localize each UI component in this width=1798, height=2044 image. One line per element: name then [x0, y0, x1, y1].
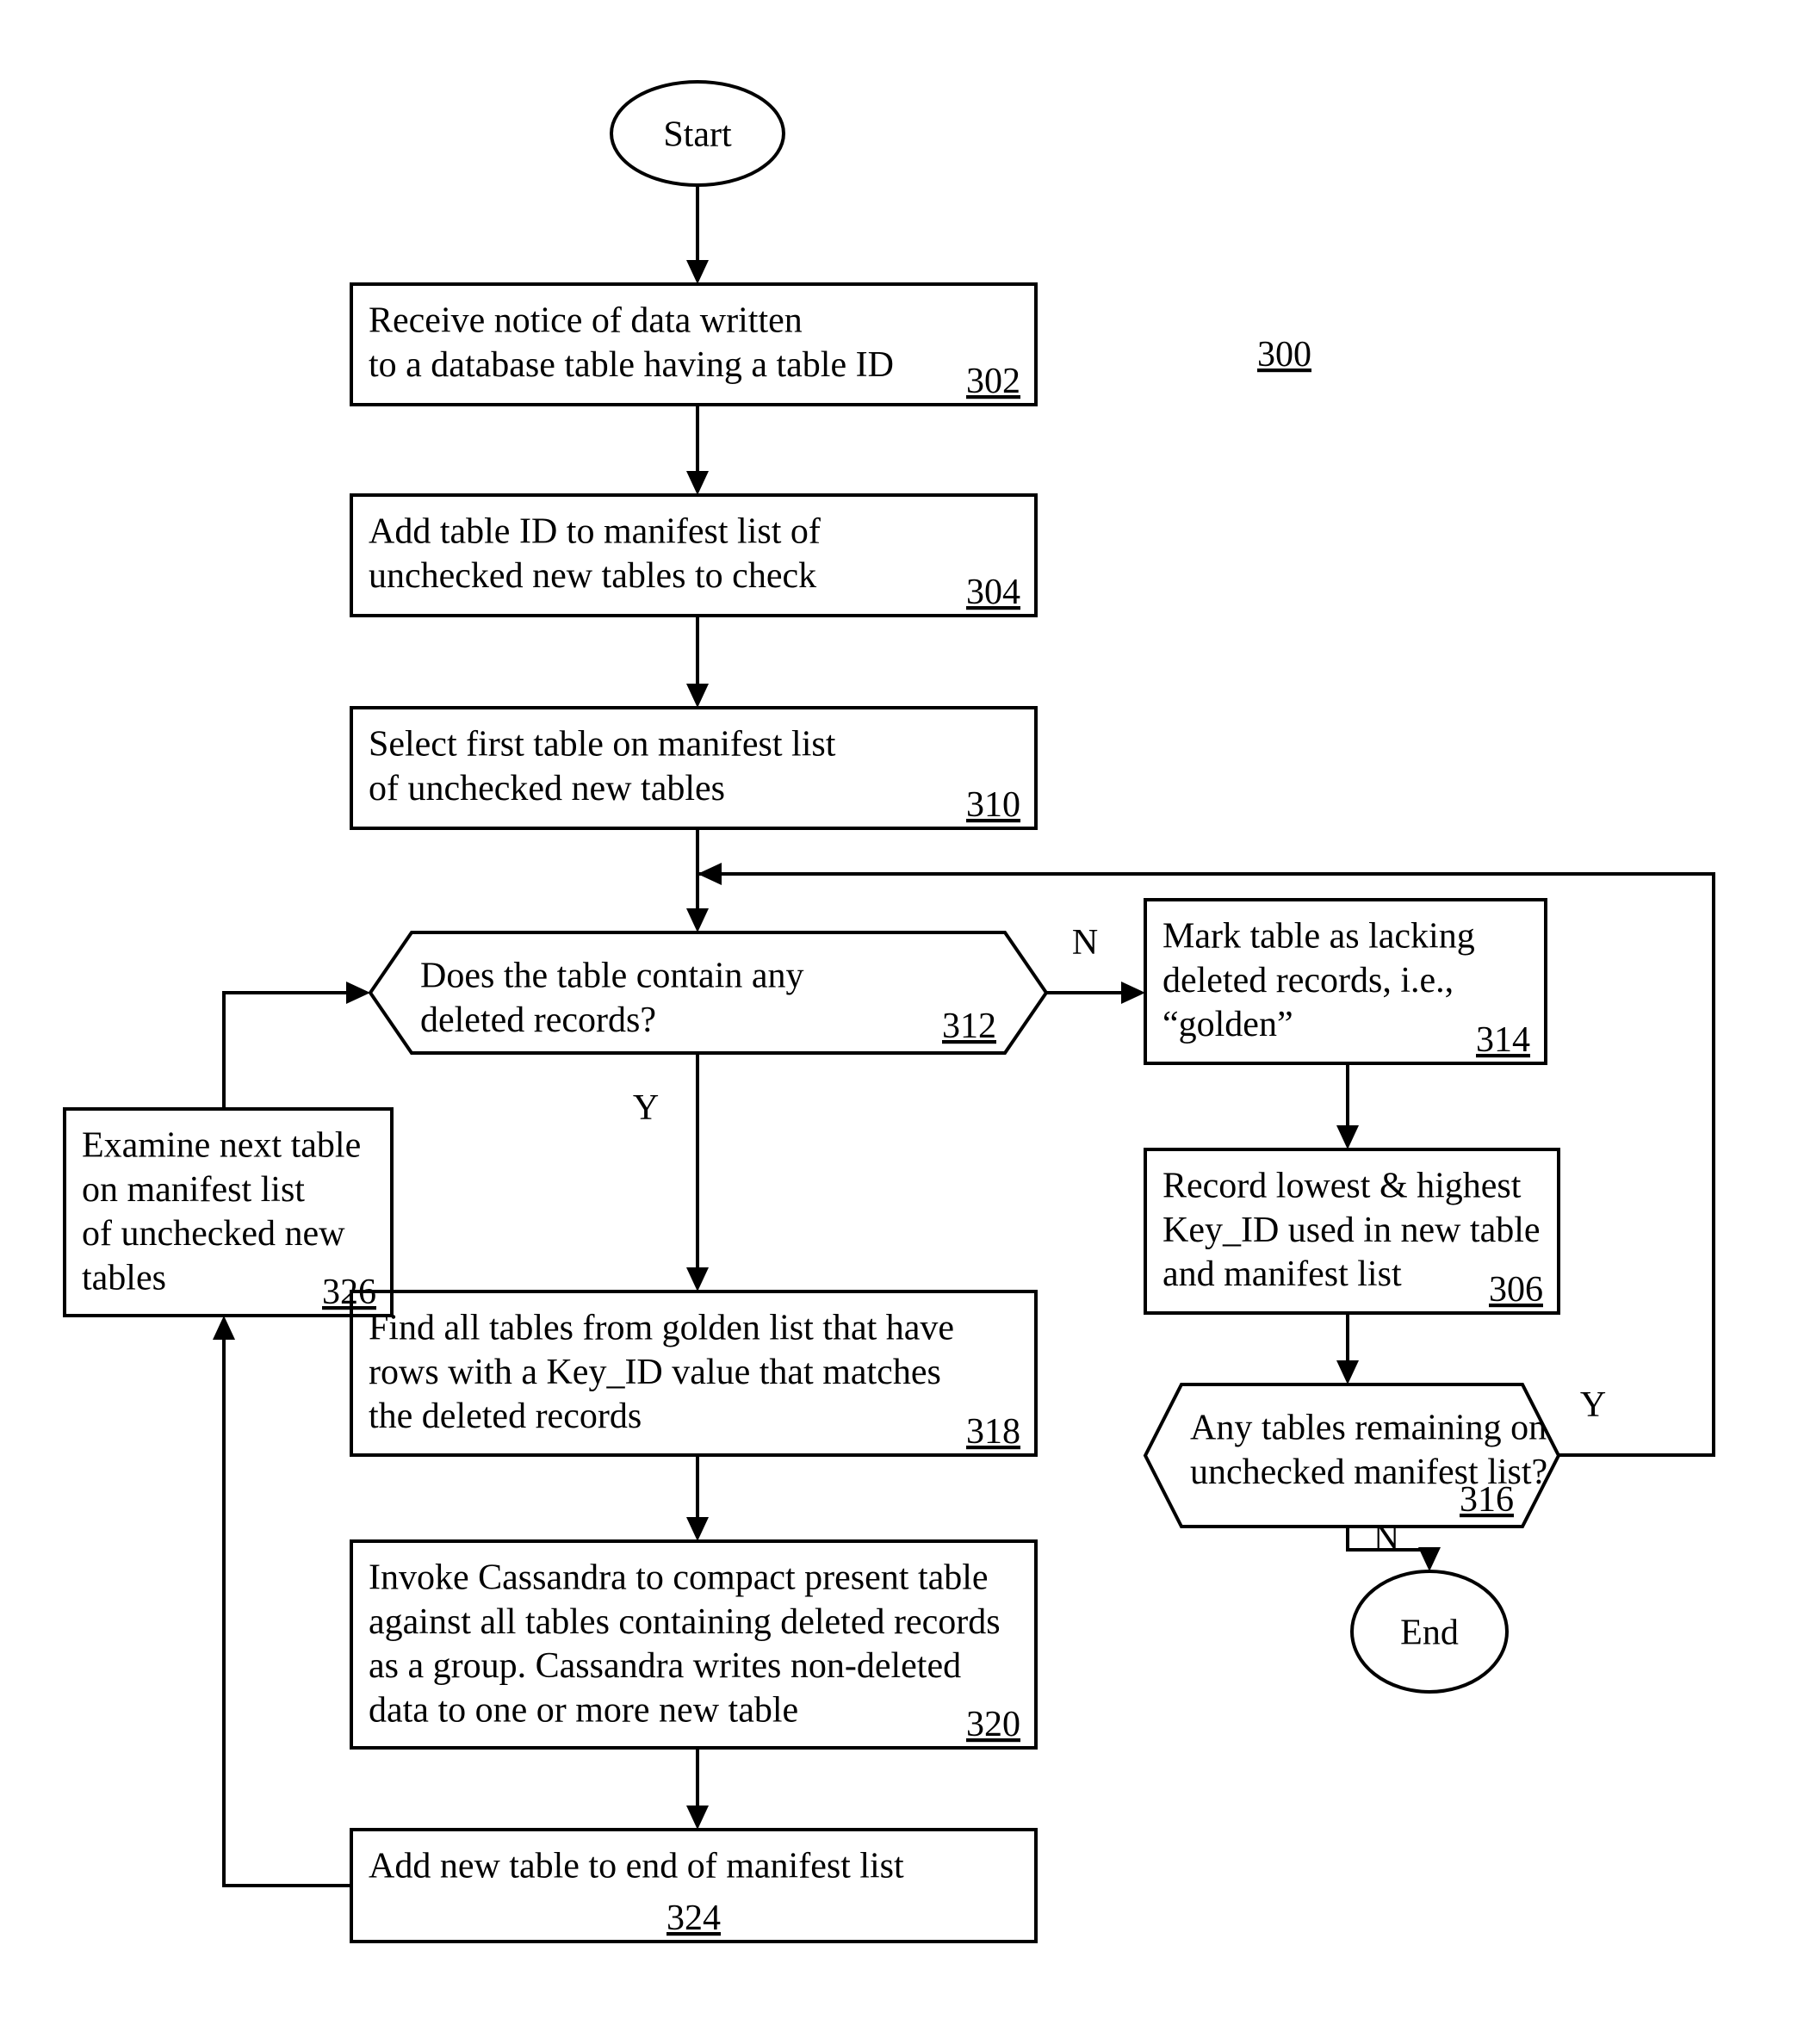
arrow-head	[686, 908, 709, 932]
node-text: Does the table contain any	[420, 957, 804, 996]
node-text: tables	[82, 1258, 166, 1298]
arrow-head	[346, 982, 370, 1004]
arrow-head	[1336, 1125, 1359, 1149]
edge-label: Y	[1580, 1385, 1606, 1425]
terminator-label-start: Start	[663, 115, 732, 155]
node-text: unchecked new tables to check	[369, 556, 816, 596]
node-text: Examine next table	[82, 1126, 361, 1166]
arrow-head	[686, 1517, 709, 1541]
node-text: Any tables remaining on	[1190, 1409, 1547, 1448]
node-text: Key_ID used in new table	[1162, 1211, 1541, 1250]
node-text: deleted records?	[420, 1000, 656, 1040]
edge-label: N	[1373, 1519, 1399, 1558]
ref-number: 300	[1257, 335, 1311, 375]
arrow-head	[1336, 1360, 1359, 1384]
node-text: the deleted records	[369, 1397, 642, 1436]
ref-number: 320	[966, 1705, 1020, 1744]
ref-number: 306	[1489, 1270, 1543, 1310]
node-text: against all tables containing deleted re…	[369, 1602, 1001, 1642]
arrow-head	[686, 1267, 709, 1291]
arrow-head	[213, 1316, 235, 1340]
ref-number: 326	[322, 1273, 376, 1312]
node-text: as a group. Cassandra writes non-deleted	[369, 1646, 961, 1686]
ref-number: 314	[1476, 1020, 1530, 1060]
node-text: to a database table having a table ID	[369, 345, 894, 385]
edge-13	[224, 993, 357, 1109]
arrow-head	[1121, 982, 1145, 1004]
arrow-head	[686, 1806, 709, 1830]
edge-label: Y	[633, 1088, 659, 1128]
arrow-head	[698, 863, 722, 885]
node-text: rows with a Key_ID value that matches	[369, 1353, 941, 1392]
node-text: of unchecked new tables	[369, 769, 725, 808]
node-text: and manifest list	[1162, 1254, 1402, 1294]
ref-number: 312	[942, 1007, 996, 1046]
node-text: Receive notice of data written	[369, 301, 803, 341]
ref-number: 318	[966, 1412, 1020, 1452]
node-text: Invoke Cassandra to compact present tabl…	[369, 1558, 989, 1598]
node-text: Add new table to end of manifest list	[369, 1847, 904, 1886]
node-text: of unchecked new	[82, 1214, 345, 1254]
ref-number: 324	[666, 1898, 721, 1938]
node-text: Mark table as lacking	[1162, 917, 1475, 957]
arrow-head	[686, 260, 709, 284]
ref-number: 304	[966, 573, 1020, 612]
node-text: on manifest list	[82, 1170, 305, 1210]
node-text: “golden”	[1162, 1005, 1293, 1044]
ref-number: 302	[966, 362, 1020, 401]
node-text: Find all tables from golden list that ha…	[369, 1309, 954, 1348]
node-text: data to one or more new table	[369, 1690, 798, 1730]
node-text: Add table ID to manifest list of	[369, 512, 821, 552]
edge-12	[224, 1329, 351, 1886]
arrow-head	[686, 684, 709, 708]
node-text: Record lowest & highest	[1162, 1167, 1522, 1206]
terminator-label-end: End	[1400, 1614, 1459, 1653]
edge-label: N	[1072, 923, 1098, 963]
arrow-head	[1418, 1547, 1441, 1571]
ref-number: 316	[1460, 1480, 1514, 1520]
arrow-head	[686, 471, 709, 495]
ref-number: 310	[966, 785, 1020, 825]
node-text: deleted records, i.e.,	[1162, 961, 1454, 1000]
node-text: Select first table on manifest list	[369, 725, 836, 765]
